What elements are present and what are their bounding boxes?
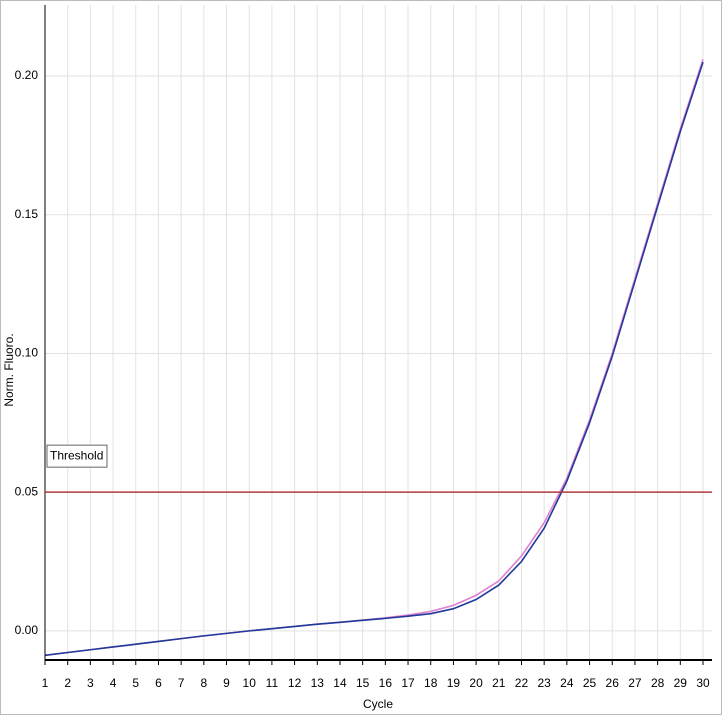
y-tick-label: 0.00 — [15, 623, 39, 637]
y-tick-label: 0.15 — [15, 207, 39, 221]
curve — [44, 61, 704, 657]
x-tick-label: 7 — [178, 676, 185, 690]
threshold-box — [46, 444, 108, 468]
y-tick-label: 0.20 — [15, 68, 39, 82]
x-tick-label: 27 — [628, 676, 642, 690]
x-tick-label: 24 — [560, 676, 574, 690]
x-tick-label: 21 — [492, 676, 506, 690]
y-tick-label: 0.05 — [15, 484, 39, 498]
x-tick-label: 17 — [401, 676, 415, 690]
x-tick-label: 5 — [132, 676, 139, 690]
x-tick-label: 9 — [223, 676, 230, 690]
x-tick-label: 23 — [537, 676, 551, 690]
x-tick-label: 8 — [200, 676, 207, 690]
x-tick-label: 20 — [469, 676, 483, 690]
y-tick-label: 0.10 — [15, 346, 39, 360]
x-tick-label: 25 — [583, 676, 597, 690]
x-tick-label: 15 — [356, 676, 370, 690]
x-tick-label: 3 — [87, 676, 94, 690]
x-tick-label: 28 — [651, 676, 665, 690]
x-tick-label: 18 — [424, 676, 438, 690]
x-tick-label: 22 — [515, 676, 529, 690]
x-tick-label: 13 — [311, 676, 325, 690]
x-tick-label: 4 — [110, 676, 117, 690]
x-tick-label: 12 — [288, 676, 302, 690]
x-tick-label: 19 — [447, 676, 461, 690]
x-tick-label: 2 — [64, 676, 71, 690]
x-tick-label: 1 — [42, 676, 49, 690]
x-tick-label: 30 — [696, 676, 710, 690]
x-tick-label: 11 — [266, 676, 279, 690]
x-tick-label: 6 — [155, 676, 162, 690]
y-axis-label: Norm. Fluoro. — [2, 333, 16, 406]
x-tick-label: 10 — [243, 676, 257, 690]
x-tick-label: 26 — [606, 676, 620, 690]
threshold-label: Threshold — [50, 448, 103, 462]
x-tick-label: 16 — [379, 676, 393, 690]
x-tick-label: 29 — [674, 676, 688, 690]
x-axis-label: Cycle — [363, 697, 393, 711]
x-tick-label: 14 — [333, 676, 347, 690]
